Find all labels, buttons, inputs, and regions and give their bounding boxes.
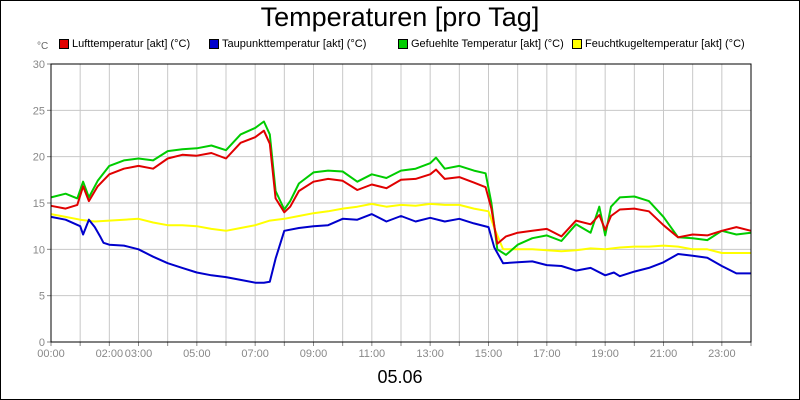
axes: 0 5 10 15 20 25 30 00:00 02:00 03:00 05:00 07:00 09:…	[33, 59, 752, 360]
legend-label: Gefuehlte Temperatur [akt] (°C)	[411, 38, 564, 50]
y-tick-label: 25	[33, 105, 45, 117]
x-tick-label: 11:00	[358, 348, 385, 360]
legend-label: Feuchtkugeltemperatur [akt] (°C)	[585, 38, 745, 50]
y-tick-label: 30	[33, 59, 45, 71]
plot-border	[50, 63, 752, 343]
x-tick-label: 13:00	[416, 348, 444, 360]
x-tick-label: 05:00	[183, 348, 211, 360]
y-tick-label: 15	[33, 198, 45, 210]
x-tick-label: 00:00	[37, 348, 65, 360]
x-tick-label: 03:00	[125, 348, 153, 360]
legend-item: Feuchtkugeltemperatur [akt] (°C)	[572, 38, 745, 50]
legend-label: Taupunkttemperatur [akt] (°C)	[222, 38, 367, 50]
x-tick-label: 19:00	[591, 348, 619, 360]
y-tick-label: 0	[39, 337, 45, 349]
y-tick-label: 5	[39, 291, 45, 303]
series-line-1	[50, 213, 751, 284]
legend-item: Gefuehlte Temperatur [akt] (°C)	[398, 38, 564, 50]
x-tick-label: 02:00	[96, 348, 124, 360]
y-tick-label: 20	[33, 152, 45, 164]
x-tick-label: 07:00	[241, 348, 269, 360]
chart-title: Temperaturen [pro Tag]	[260, 2, 540, 32]
series-lines	[50, 120, 752, 284]
legend-swatch	[572, 39, 582, 49]
x-tick-label: 23:00	[708, 348, 736, 360]
legend-label: Lufttemperatur [akt] (°C)	[72, 38, 191, 50]
legend-item: Lufttemperatur [akt] (°C)	[59, 38, 190, 50]
y-tick-label: 10	[33, 244, 45, 256]
legend-swatch	[398, 39, 408, 49]
date-label: 05.06	[377, 367, 423, 387]
y-unit-label: °C	[37, 41, 49, 52]
x-tick-label: 21:00	[650, 348, 678, 360]
legend-swatch	[59, 39, 69, 49]
series-line-3	[50, 202, 751, 254]
x-tick-label: 15:00	[475, 348, 503, 360]
series-line-2	[50, 120, 752, 256]
series-line-0	[50, 129, 752, 245]
x-tick-label: 09:00	[300, 348, 328, 360]
x-tick-label: 17:00	[533, 348, 561, 360]
legend-item: Taupunkttemperatur [akt] (°C)	[209, 38, 366, 50]
legend-swatch	[209, 39, 219, 49]
